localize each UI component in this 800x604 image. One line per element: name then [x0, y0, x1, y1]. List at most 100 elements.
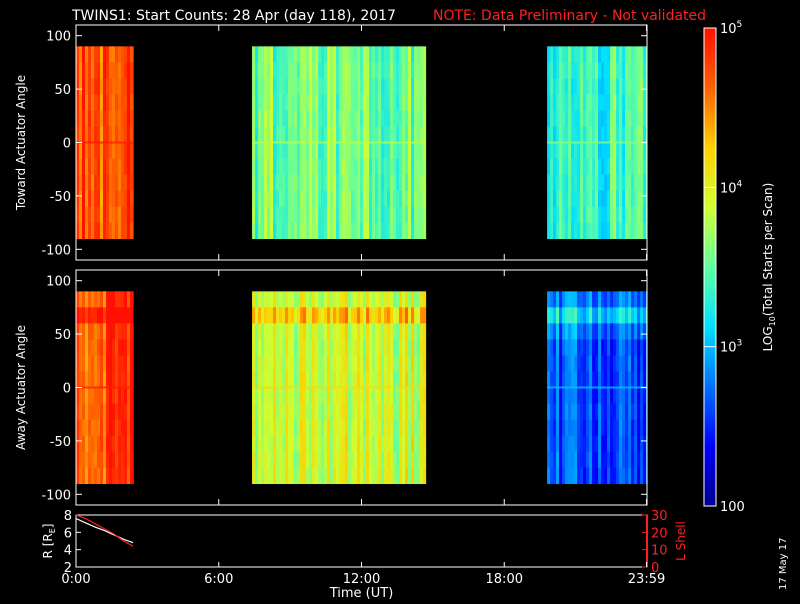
- heatmap-cell: [547, 339, 551, 356]
- heatmap-cell: [637, 387, 641, 404]
- heatmap-cell: [315, 46, 319, 63]
- heatmap-cell: [366, 323, 370, 340]
- heatmap-cell: [300, 403, 304, 420]
- heatmap-cell: [559, 339, 563, 356]
- heatmap-column: [381, 291, 385, 485]
- heatmap-cell: [550, 435, 554, 452]
- heatmap-cell: [559, 451, 563, 469]
- heatmap-cell: [565, 174, 569, 191]
- heatmap-cell: [76, 174, 80, 191]
- heatmap-cell: [267, 371, 271, 388]
- heatmap-cell: [411, 62, 415, 79]
- heatmap-cell: [282, 222, 286, 240]
- heatmap-cell: [85, 435, 89, 452]
- heatmap-column: [282, 291, 286, 485]
- heatmap-cell: [405, 126, 409, 143]
- heatmap-column: [258, 291, 262, 485]
- heatmap-cell: [580, 94, 584, 111]
- heatmap-column: [109, 291, 113, 485]
- heatmap-cell: [601, 419, 605, 436]
- heatmap-cell: [288, 62, 292, 79]
- heatmap-cell: [88, 403, 92, 420]
- heatmap-cell: [550, 126, 554, 143]
- heatmap-cell: [327, 387, 331, 404]
- heatmap-cell: [571, 190, 575, 207]
- heatmap-cell: [345, 158, 349, 175]
- heatmap-cell: [577, 94, 581, 111]
- heatmap-cell: [363, 46, 367, 63]
- heatmap-cell: [348, 206, 352, 224]
- heatmap-cell: [79, 62, 83, 79]
- heatmap-cell: [109, 126, 113, 143]
- heatmap-cell: [112, 94, 116, 111]
- heatmap-cell: [312, 355, 316, 372]
- heatmap-cell: [351, 94, 355, 111]
- heatmap-cell: [381, 467, 385, 485]
- heatmap-column: [619, 291, 623, 485]
- heatmap-cell: [565, 339, 569, 356]
- heatmap-cell: [351, 387, 355, 404]
- heatmap-cell: [106, 222, 110, 240]
- ephemeris-left-label-sub: E: [48, 528, 57, 533]
- heatmap-cell: [112, 419, 116, 436]
- heatmap-cell: [100, 371, 104, 388]
- ephemeris-frame: [75, 514, 648, 568]
- heatmap-cell: [580, 467, 584, 485]
- heatmap-cell: [100, 291, 104, 308]
- heatmap-cell: [276, 403, 280, 420]
- heatmap-cell: [601, 46, 605, 63]
- heatmap-cell: [106, 451, 110, 469]
- heatmap-cell: [82, 158, 86, 175]
- heatmap-cell: [363, 339, 367, 356]
- heatmap-cell: [571, 355, 575, 372]
- heatmap-cell: [348, 307, 352, 324]
- heatmap-cell: [408, 158, 412, 175]
- heatmap-cell: [315, 451, 319, 469]
- heatmap-cell: [384, 206, 388, 224]
- heatmap-cell: [547, 222, 551, 240]
- heatmap-cell: [255, 419, 259, 436]
- heatmap-cell: [559, 307, 563, 324]
- heatmap-cell: [285, 126, 289, 143]
- heatmap-cell: [109, 142, 113, 159]
- heatmap-cell: [610, 190, 614, 207]
- heatmap-cell: [285, 371, 289, 388]
- heatmap-cell: [634, 419, 638, 436]
- heatmap-cell: [393, 467, 397, 485]
- heatmap-cell: [408, 78, 412, 95]
- heatmap-cell: [324, 339, 328, 356]
- heatmap-cell: [336, 323, 340, 340]
- heatmap-cell: [547, 419, 551, 436]
- heatmap-cell: [339, 190, 343, 207]
- heatmap-cell: [592, 387, 596, 404]
- heatmap-column: [634, 291, 638, 485]
- heatmap-cell: [315, 94, 319, 111]
- heatmap-cell: [393, 355, 397, 372]
- heatmap-cell: [625, 307, 629, 324]
- heatmap-cell: [547, 78, 551, 95]
- heatmap-cell: [414, 307, 418, 324]
- heatmap-cell: [97, 371, 101, 388]
- heatmap-cell: [360, 158, 364, 175]
- heatmap-cell: [396, 419, 400, 436]
- heatmap-cell: [333, 339, 337, 356]
- heatmap-cell: [112, 371, 116, 388]
- heatmap-cell: [607, 126, 611, 143]
- heatmap-cell: [133, 419, 134, 436]
- heatmap-column: [330, 291, 334, 485]
- heatmap-cell: [276, 94, 280, 111]
- heatmap-column: [261, 46, 265, 240]
- heatmap-cell: [106, 403, 110, 420]
- heatmap-cell: [330, 78, 334, 95]
- heatmap-column: [88, 46, 92, 240]
- heatmap-cell: [580, 62, 584, 79]
- heatmap-cell: [288, 46, 292, 63]
- heatmap-cell: [550, 387, 554, 404]
- heatmap-cell: [423, 62, 427, 79]
- heatmap-cell: [589, 307, 593, 324]
- heatmap-cell: [631, 307, 635, 324]
- heatmap-cell: [643, 339, 647, 356]
- heatmap-cell: [375, 126, 379, 143]
- heatmap-cell: [574, 110, 578, 127]
